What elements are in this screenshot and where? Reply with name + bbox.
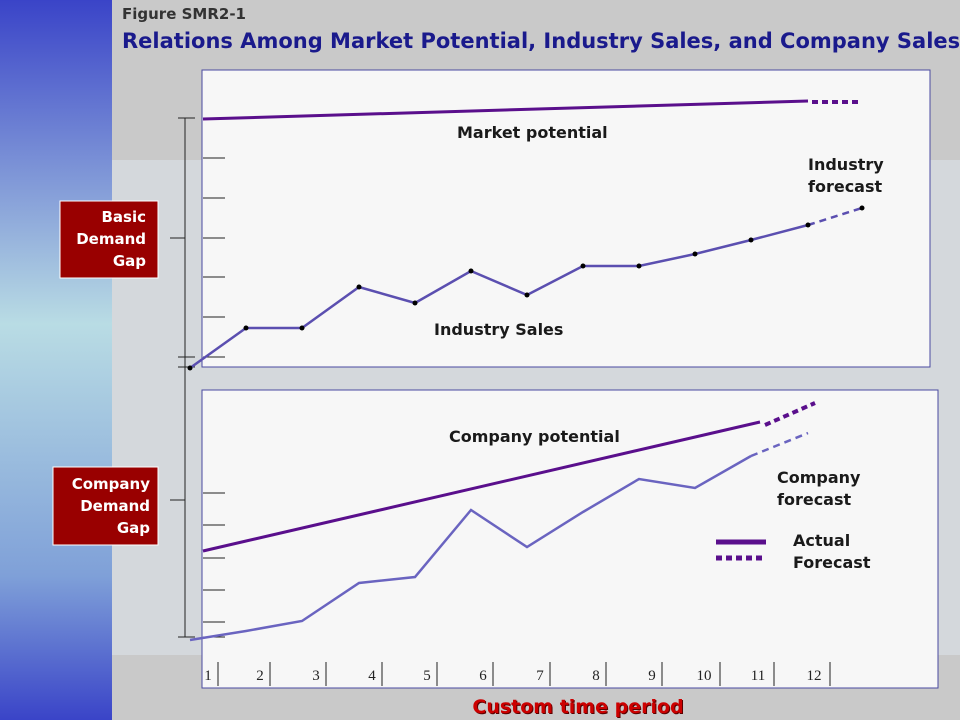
company-gap-label: Gap <box>117 519 150 537</box>
company-gap-label: Company <box>72 475 150 493</box>
x-axis-title-shadow: Custom time period <box>473 697 684 719</box>
top-panel <box>201 69 931 368</box>
side-strip <box>0 0 112 720</box>
x-tick-label: 8 <box>592 668 600 684</box>
x-tick-label: 10 <box>697 668 712 684</box>
company-forecast-label: forecast <box>777 490 852 509</box>
legend-forecast: Forecast <box>793 553 871 572</box>
company-potential-forecast <box>764 401 816 427</box>
basic-gap-label: Demand <box>76 230 146 248</box>
x-tick-label: 2 <box>256 668 264 684</box>
company-potential-label: Company potential <box>449 427 620 446</box>
market-potential-line <box>202 99 809 121</box>
x-axis: 1 2 3 4 5 6 7 8 9 10 11 12 <box>204 662 831 686</box>
company-sales-line <box>189 454 752 642</box>
legend-actual: Actual <box>793 531 850 550</box>
market-potential-label: Market potential <box>457 123 608 142</box>
x-tick-label: 6 <box>479 668 487 684</box>
industry-sales-label: Industry Sales <box>434 320 563 339</box>
figure-label: Figure SMR2-1 <box>122 5 246 23</box>
x-tick-label: 1 <box>204 668 212 684</box>
x-axis-title: Custom time period <box>472 696 683 718</box>
industry-forecast-label: Industry <box>808 155 884 174</box>
basic-gap-label: Basic <box>101 208 146 226</box>
x-tick-label: 9 <box>648 668 656 684</box>
company-forecast-label: Company <box>777 468 861 487</box>
x-tick-label: 12 <box>807 668 822 684</box>
industry-forecast-line <box>807 206 863 227</box>
industry-sales-line <box>189 223 809 370</box>
company-forecast-line <box>750 431 809 458</box>
x-tick-label: 7 <box>536 668 544 684</box>
company-potential-line <box>202 420 761 553</box>
company-gap-box <box>52 466 159 546</box>
basic-gap-box <box>59 200 159 279</box>
title: Relations Among Market Potential, Indust… <box>122 29 960 53</box>
x-tick-label: 11 <box>751 668 765 684</box>
bottom-panel <box>201 389 939 689</box>
x-tick-label: 3 <box>312 668 320 684</box>
x-tick-label: 5 <box>423 668 431 684</box>
x-tick-label: 4 <box>368 668 376 684</box>
industry-points <box>187 205 865 371</box>
basic-gap-label: Gap <box>113 252 146 270</box>
industry-forecast-label: forecast <box>808 177 883 196</box>
company-gap-label: Demand <box>80 497 150 515</box>
